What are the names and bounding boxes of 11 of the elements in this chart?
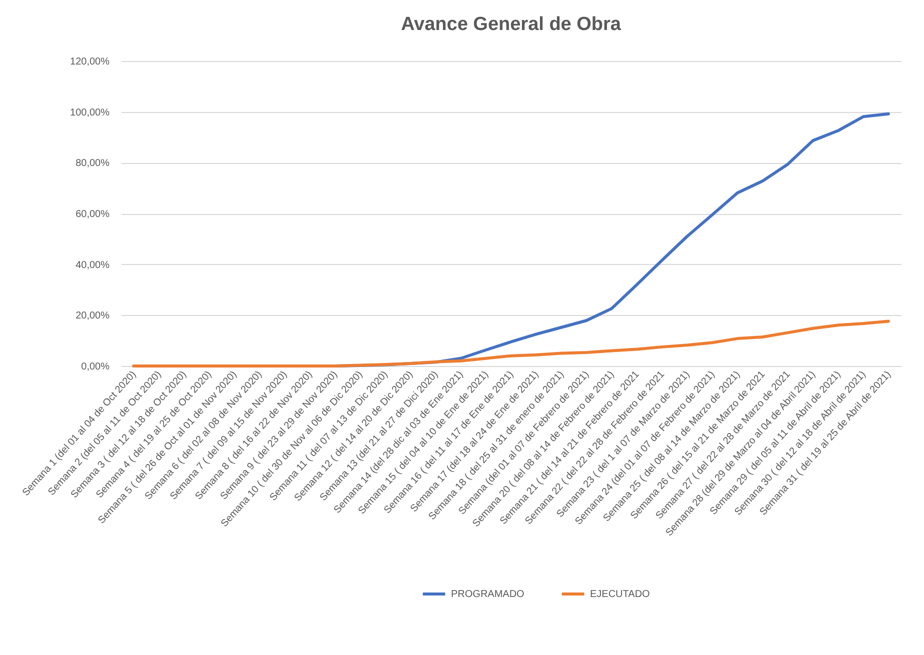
y-tick-label: 20,00% [76,310,110,322]
line-series [132,320,890,368]
y-tick-label: 100,00% [70,107,110,118]
legend-label: PROGRAMADO [451,589,525,600]
y-tick-label: 80,00% [76,158,110,170]
y-tick-label: 60,00% [76,209,110,220]
y-tick-label: 40,00% [76,260,110,271]
y-tick-label: 120,00% [70,56,110,68]
y-tick-label: 0,00% [81,362,110,372]
chart-title: Avance General de Obra [400,14,622,35]
legend-label: EJECUTADO [590,589,650,600]
